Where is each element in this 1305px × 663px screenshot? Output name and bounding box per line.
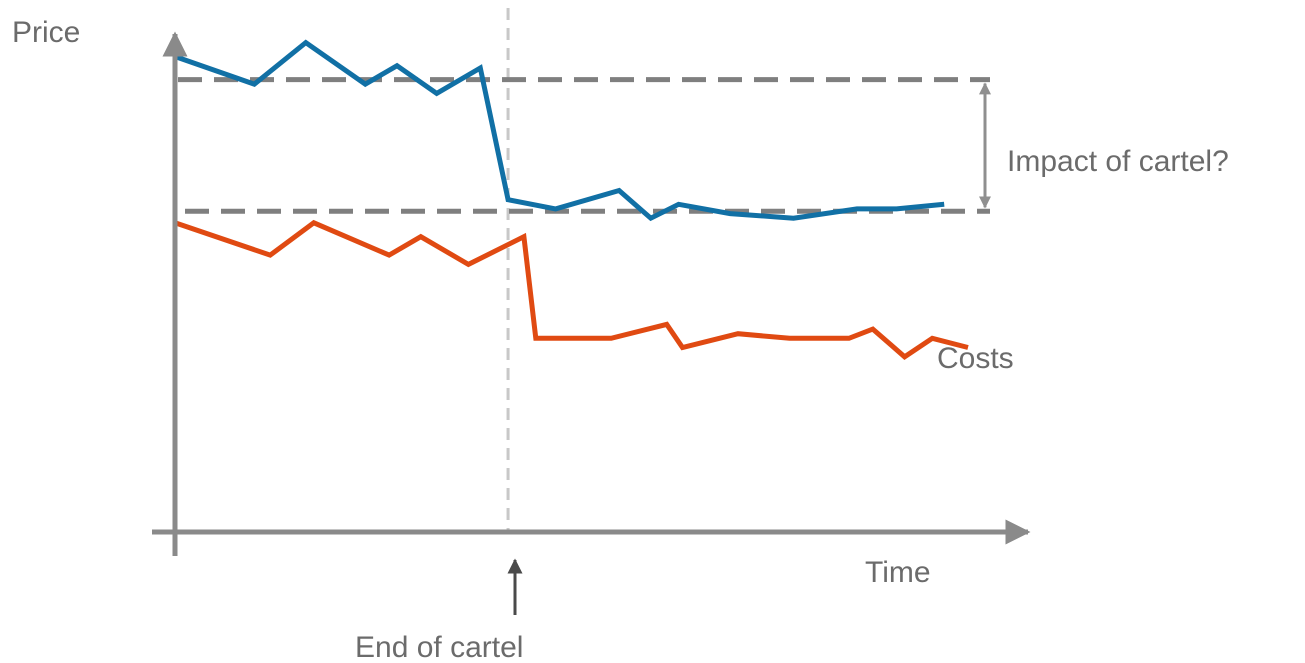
price-series-line [174, 39, 945, 222]
x-axis-label: Time [865, 556, 931, 589]
costs-series-line [174, 219, 969, 360]
impact-annotation: Impact of cartel? [1007, 145, 1229, 178]
y-axis-label: Price [12, 16, 80, 49]
end-of-cartel-annotation: End of cartel [355, 631, 523, 663]
costs-series-label: Costs [937, 342, 1014, 375]
